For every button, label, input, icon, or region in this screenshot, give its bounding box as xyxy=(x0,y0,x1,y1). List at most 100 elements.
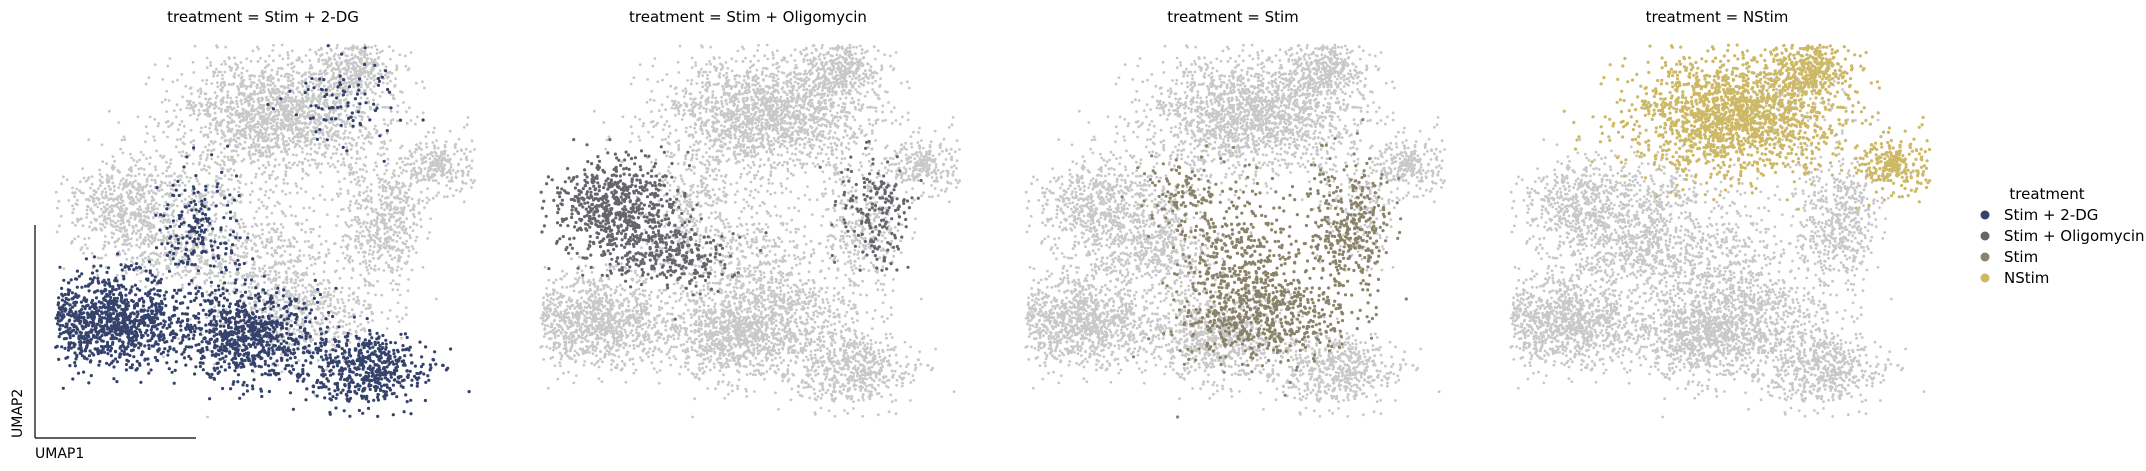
scatter-point xyxy=(323,291,326,294)
scatter-point xyxy=(351,74,354,77)
scatter-point xyxy=(255,210,258,213)
scatter-point xyxy=(252,138,255,141)
scatter-point xyxy=(95,296,98,299)
scatter-point xyxy=(413,169,416,172)
scatter-point xyxy=(206,66,209,69)
scatter-point xyxy=(305,273,308,276)
scatter-point xyxy=(320,312,323,315)
scatter-point xyxy=(320,163,323,166)
scatter-point xyxy=(204,282,207,285)
scatter-point xyxy=(139,183,142,186)
scatter-point xyxy=(357,70,360,73)
scatter-point xyxy=(153,118,156,121)
scatter-point xyxy=(319,70,322,73)
scatter-point xyxy=(222,96,225,99)
scatter-point xyxy=(263,90,266,93)
scatter-point xyxy=(173,255,176,258)
scatter-point xyxy=(168,196,171,199)
scatter-point xyxy=(377,233,380,236)
scatter-point xyxy=(325,240,328,243)
scatter-point xyxy=(292,265,295,268)
scatter-point xyxy=(412,229,415,232)
scatter-point xyxy=(152,191,155,194)
scatter-point xyxy=(381,184,384,187)
scatter-point xyxy=(306,133,309,136)
scatter-point xyxy=(210,285,213,288)
scatter-point xyxy=(349,62,352,65)
scatter-point xyxy=(412,208,415,211)
scatter-point xyxy=(325,143,328,146)
scatter-point xyxy=(346,254,349,257)
scatter-point xyxy=(231,158,234,161)
scatter-point xyxy=(350,224,353,227)
scatter-point xyxy=(164,248,167,251)
scatter-point xyxy=(136,257,139,260)
scatter-point xyxy=(316,283,319,286)
scatter-point xyxy=(332,163,335,166)
scatter-point xyxy=(76,218,79,221)
scatter-point xyxy=(461,174,464,177)
scatter-point xyxy=(385,244,388,247)
scatter-point xyxy=(294,279,297,282)
scatter-point xyxy=(268,197,271,200)
scatter-point xyxy=(313,159,316,162)
scatter-point xyxy=(375,165,378,168)
scatter-point xyxy=(333,290,336,293)
scatter-point xyxy=(356,157,359,160)
scatter-point xyxy=(202,109,205,112)
scatter-point xyxy=(280,109,283,112)
scatter-point xyxy=(391,189,394,192)
panel-title-4: treatment = NStim xyxy=(1646,8,1789,26)
scatter-point xyxy=(173,109,176,112)
scatter-point xyxy=(254,135,257,138)
scatter-point xyxy=(88,237,91,240)
scatter-point xyxy=(181,120,184,123)
scatter-point xyxy=(324,151,327,154)
scatter-point xyxy=(394,77,397,80)
scatter-point xyxy=(392,279,395,282)
scatter-point xyxy=(375,223,378,226)
scatter-point xyxy=(192,61,195,64)
scatter-point xyxy=(268,164,271,167)
scatter-point xyxy=(176,79,179,82)
scatter-point xyxy=(210,140,213,143)
scatter-point xyxy=(296,224,299,227)
scatter-point xyxy=(230,156,233,159)
scatter-point xyxy=(400,207,403,210)
scatter-point xyxy=(405,217,408,220)
scatter-point xyxy=(163,212,166,215)
scatter-point xyxy=(260,154,263,157)
scatter-point xyxy=(241,255,244,258)
scatter-point xyxy=(332,124,335,127)
scatter-point xyxy=(364,126,367,129)
scatter-point xyxy=(285,99,288,102)
scatter-point xyxy=(121,152,124,155)
scatter-point xyxy=(276,135,279,138)
scatter-point xyxy=(276,246,279,249)
scatter-point xyxy=(359,106,362,109)
scatter-point xyxy=(233,56,236,59)
scatter-point xyxy=(281,44,284,47)
scatter-point xyxy=(277,126,280,129)
scatter-point xyxy=(314,262,317,265)
scatter-point xyxy=(162,240,165,243)
scatter-point xyxy=(200,267,203,270)
scatter-point xyxy=(76,203,79,206)
scatter-point xyxy=(364,137,367,140)
scatter-point xyxy=(113,198,116,201)
scatter-point xyxy=(302,299,305,302)
scatter-point xyxy=(383,123,386,126)
scatter-point xyxy=(276,118,279,121)
scatter-point xyxy=(113,160,116,163)
scatter-point xyxy=(199,158,202,161)
scatter-point xyxy=(333,58,336,61)
scatter-point xyxy=(205,316,208,319)
scatter-point xyxy=(349,238,352,241)
scatter-point xyxy=(303,135,306,138)
scatter-point xyxy=(221,86,224,89)
scatter-point xyxy=(280,353,283,356)
scatter-point xyxy=(132,230,135,233)
scatter-point xyxy=(324,99,327,102)
scatter-point xyxy=(252,145,255,148)
scatter-point xyxy=(210,149,213,152)
